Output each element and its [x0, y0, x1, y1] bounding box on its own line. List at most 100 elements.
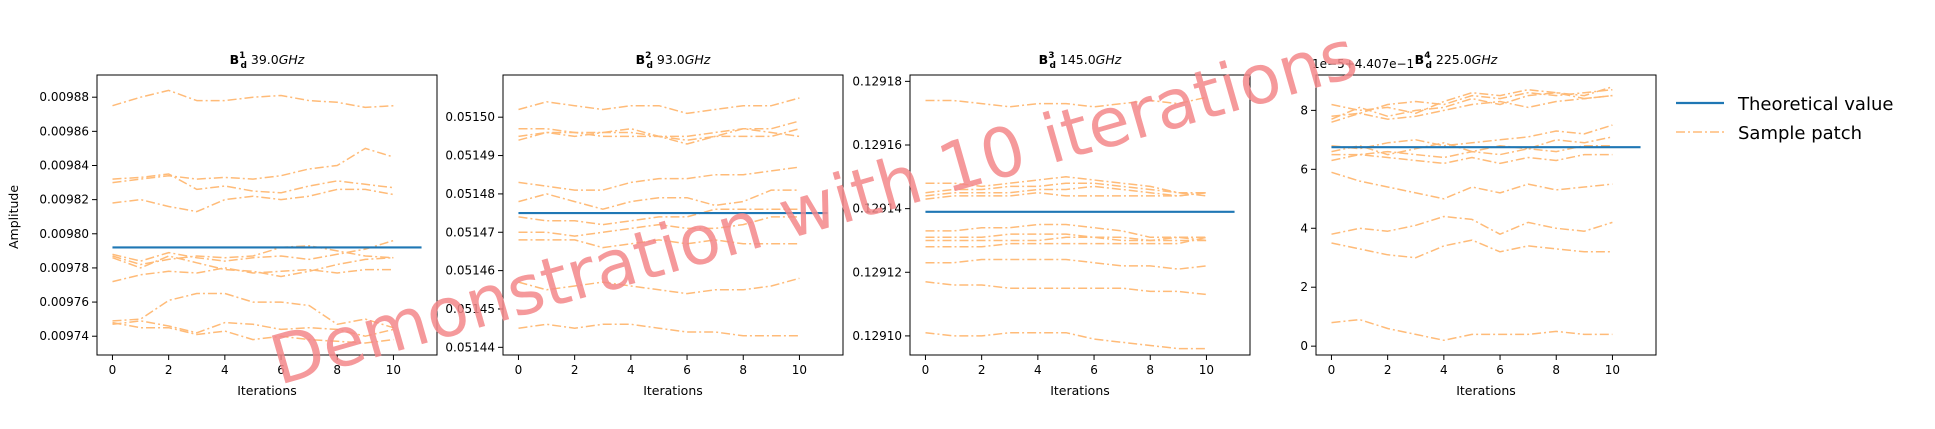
y-tick-label: 6	[1300, 162, 1308, 176]
x-tick-label: 2	[165, 363, 173, 377]
axes-frame	[96, 74, 438, 356]
sample-patch-line	[518, 277, 800, 295]
sample-patch-line	[925, 236, 1207, 248]
x-tick-label: 2	[571, 363, 579, 377]
sample-patch-line	[1331, 124, 1613, 150]
y-tick-label: 0.12912	[852, 265, 902, 279]
y-tick-label: 0.00988	[39, 90, 89, 104]
y-tick-label: 0.00980	[39, 227, 89, 241]
x-tick-label: 10	[386, 363, 401, 377]
subplot-title: B4 d 225.0GHz	[1415, 51, 1498, 71]
x-axis-label: Iterations	[1050, 383, 1110, 398]
x-tick-label: 0	[515, 363, 523, 377]
x-tick-label: 6	[277, 363, 285, 377]
title-frequency: 39.0	[247, 52, 279, 67]
sample-patch-line	[1331, 136, 1613, 156]
sample-patch-line	[112, 89, 394, 109]
axes-frame	[909, 74, 1251, 356]
x-tick-label: 4	[627, 363, 635, 377]
sample-patch-line	[518, 189, 800, 210]
sample-patch-line	[518, 127, 800, 145]
y-tick-label: 0.00982	[39, 193, 89, 207]
y-axis-label: Amplitude	[6, 185, 21, 249]
title-symbol: B	[1039, 52, 1049, 67]
sample-patch-line	[925, 331, 1207, 350]
sample-patch-line	[518, 239, 800, 249]
sample-patch-line	[518, 120, 800, 138]
y-tick-label: 0.00986	[39, 124, 89, 138]
sample-patch-line	[518, 166, 800, 191]
x-tick-label: 0	[109, 363, 117, 377]
subplots: 0 2 4 6 8 100.009740.009760.009780.009800.009…	[39, 51, 1657, 398]
sample-patch-line	[1331, 86, 1613, 115]
x-tick-label: 6	[683, 363, 691, 377]
sample-patch-line	[112, 255, 394, 278]
title-superscript: 3	[1048, 51, 1054, 61]
title-unit: GHz	[279, 52, 305, 67]
x-axis-label: Iterations	[643, 383, 703, 398]
title-unit: GHz	[1096, 52, 1122, 67]
x-tick-label: 0	[1328, 363, 1336, 377]
x-axis-label: Iterations	[1456, 383, 1516, 398]
title-unit: GHz	[1472, 52, 1498, 67]
x-tick-label: 8	[1552, 363, 1560, 377]
y-tick-label: 0.05146	[445, 264, 495, 278]
subplot-2: 0 2 4 6 8 10 0.05144 0.05145 0.05146 0.05147 0.051…	[445, 51, 844, 398]
title-frequency: 93.0	[653, 52, 685, 67]
x-tick-label: 8	[1146, 363, 1154, 377]
title-subscript: d	[240, 61, 246, 71]
y-tick-label: 0	[1300, 339, 1308, 353]
title-superscript: 1	[239, 51, 245, 61]
sample-patch-line	[518, 97, 800, 115]
x-tick-label: 6	[1496, 363, 1504, 377]
sample-patch-line	[925, 236, 1207, 242]
sample-patch-line	[1331, 215, 1613, 235]
title-symbol: B	[1415, 52, 1425, 67]
sample-patch-line	[925, 223, 1207, 239]
x-tick-label: 2	[978, 363, 986, 377]
sample-patch-line	[112, 244, 394, 266]
x-tick-label: 4	[221, 363, 229, 377]
y-tick-label: 0.05150	[445, 110, 495, 124]
y-tick-label: 8	[1300, 103, 1308, 117]
y-tick-label: 0.00978	[39, 261, 89, 275]
title-symbol: B	[636, 52, 646, 67]
y-tick-label: 4	[1300, 221, 1308, 235]
x-tick-label: 8	[333, 363, 341, 377]
sample-patch-line	[925, 258, 1207, 270]
sample-patch-line	[1331, 144, 1613, 159]
subplot-title: B3 d 145.0GHz	[1039, 51, 1122, 71]
y-tick-label: 0.00974	[39, 329, 89, 343]
sample-patch-line	[112, 188, 394, 213]
title-subscript: d	[1425, 61, 1431, 71]
sample-patch-line	[112, 239, 394, 262]
y-tick-label: 0.12910	[852, 329, 902, 343]
sample-patch-line	[925, 176, 1207, 194]
sample-patch-line	[518, 216, 800, 237]
sample-patch-line	[925, 185, 1207, 197]
sample-patch-line	[112, 320, 394, 337]
y-tick-label: 0.05149	[445, 149, 495, 163]
x-tick-label: 2	[1384, 363, 1392, 377]
title-frequency: 225.0	[1432, 52, 1472, 67]
title-superscript: 4	[1424, 51, 1430, 61]
y-tick-label: 0.05148	[445, 187, 495, 201]
y-tick-label: 0.12918	[852, 74, 902, 88]
y-tick-label: 0.00984	[39, 158, 89, 172]
sample-patch-line	[1331, 318, 1613, 342]
legend-label-theoretical: Theoretical value	[1737, 94, 1893, 115]
y-tick-label: 0.12914	[852, 202, 902, 216]
subplot-3: 0 2 4 6 8 10 0.12910 0.12912 0.12914 0.12916 0.129…	[852, 51, 1251, 398]
title-subscript: d	[1049, 61, 1055, 71]
x-axis-label: Iterations	[237, 383, 297, 398]
sample-patch-line	[925, 281, 1207, 296]
sample-patch-line	[1331, 94, 1613, 123]
y-tick-label: 0.05144	[445, 340, 495, 354]
subplot-title: B2 d 93.0GHz	[636, 51, 711, 71]
legend: Theoretical value Sample patch	[1676, 94, 1893, 144]
x-tick-label: 10	[1605, 363, 1620, 377]
x-tick-label: 4	[1440, 363, 1448, 377]
sample-patch-line	[1331, 88, 1613, 118]
